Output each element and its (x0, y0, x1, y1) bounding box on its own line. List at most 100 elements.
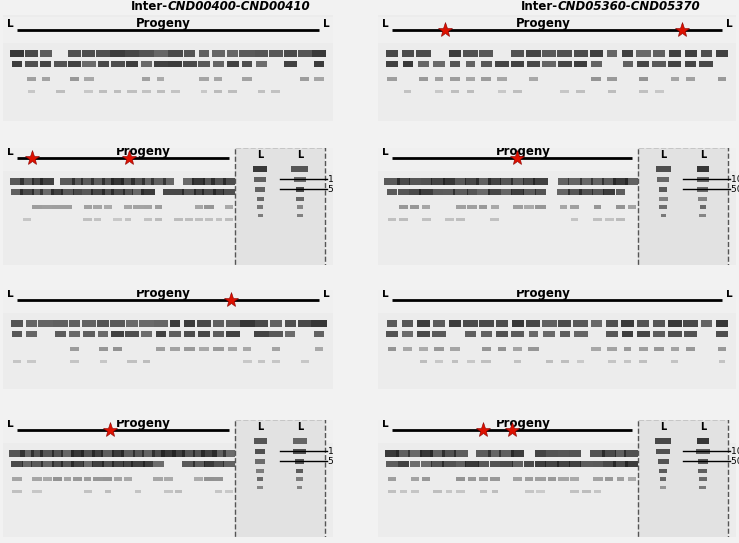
Bar (314, 77, 324, 81)
Bar (497, 77, 507, 81)
Text: L: L (323, 19, 330, 29)
Bar (164, 477, 173, 481)
Text: Inter-: Inter- (521, 0, 558, 12)
Bar (418, 61, 429, 67)
Bar (491, 205, 499, 209)
Bar (182, 450, 195, 457)
Bar (255, 186, 265, 192)
Bar (285, 319, 296, 326)
Bar (199, 49, 209, 56)
Bar (511, 319, 524, 326)
Bar (378, 389, 736, 395)
Bar (591, 319, 602, 326)
Text: Inter-: Inter- (131, 0, 168, 12)
Bar (40, 178, 55, 185)
Bar (41, 461, 54, 467)
Bar (144, 218, 152, 220)
Bar (10, 49, 24, 56)
Bar (716, 319, 728, 326)
Bar (653, 331, 665, 337)
Bar (132, 450, 143, 457)
Bar (22, 461, 33, 467)
Bar (432, 331, 446, 337)
Bar (33, 205, 42, 209)
Bar (411, 489, 419, 493)
Bar (194, 205, 202, 209)
Bar (638, 319, 650, 326)
Bar (522, 189, 536, 195)
Bar (141, 189, 155, 195)
Bar (378, 140, 736, 148)
Bar (154, 218, 162, 220)
Bar (40, 49, 52, 56)
Bar (615, 450, 627, 457)
Bar (410, 205, 420, 209)
Bar (272, 347, 280, 351)
Bar (557, 461, 570, 467)
Bar (442, 461, 456, 467)
Bar (82, 61, 96, 67)
Bar (27, 90, 35, 92)
Bar (378, 287, 736, 313)
Bar (293, 449, 307, 453)
Bar (201, 450, 217, 457)
Bar (132, 461, 145, 467)
Bar (455, 178, 466, 185)
Bar (498, 347, 505, 351)
Bar (558, 178, 568, 185)
Bar (686, 77, 695, 81)
Bar (655, 166, 671, 172)
Bar (659, 186, 667, 192)
Text: Progeny: Progeny (135, 16, 191, 29)
Bar (32, 178, 43, 185)
Bar (442, 450, 456, 457)
Bar (605, 477, 613, 481)
Bar (42, 205, 52, 209)
Bar (216, 489, 222, 493)
Bar (3, 415, 333, 543)
Bar (23, 218, 31, 220)
Bar (482, 359, 491, 363)
Bar (658, 176, 669, 181)
Bar (571, 218, 579, 220)
Bar (420, 178, 432, 185)
Bar (467, 205, 477, 209)
Bar (638, 147, 728, 267)
Bar (558, 61, 572, 67)
Bar (333, 0, 378, 543)
Bar (125, 331, 139, 337)
Bar (431, 461, 444, 467)
Bar (594, 489, 602, 493)
Text: 500 bp: 500 bp (731, 185, 739, 193)
Bar (434, 347, 444, 351)
Bar (101, 450, 115, 457)
Bar (535, 450, 546, 457)
Bar (535, 189, 546, 195)
Bar (559, 205, 568, 209)
Bar (715, 49, 728, 56)
Bar (514, 359, 521, 363)
Bar (3, 145, 333, 171)
Bar (656, 449, 670, 453)
Bar (466, 61, 475, 67)
Bar (154, 49, 168, 56)
Bar (52, 205, 63, 209)
Bar (571, 489, 579, 493)
Bar (214, 461, 224, 467)
Text: 500 bp: 500 bp (328, 457, 360, 465)
Bar (84, 77, 94, 81)
Bar (639, 77, 647, 81)
Bar (92, 450, 103, 457)
Bar (198, 331, 210, 337)
Bar (3, 17, 333, 43)
Bar (142, 178, 154, 185)
Bar (20, 189, 34, 195)
Bar (68, 61, 81, 67)
Bar (571, 205, 579, 209)
Bar (496, 331, 508, 337)
Bar (466, 77, 475, 81)
Bar (53, 477, 61, 481)
Bar (684, 331, 697, 337)
Bar (456, 477, 466, 481)
Bar (71, 461, 84, 467)
